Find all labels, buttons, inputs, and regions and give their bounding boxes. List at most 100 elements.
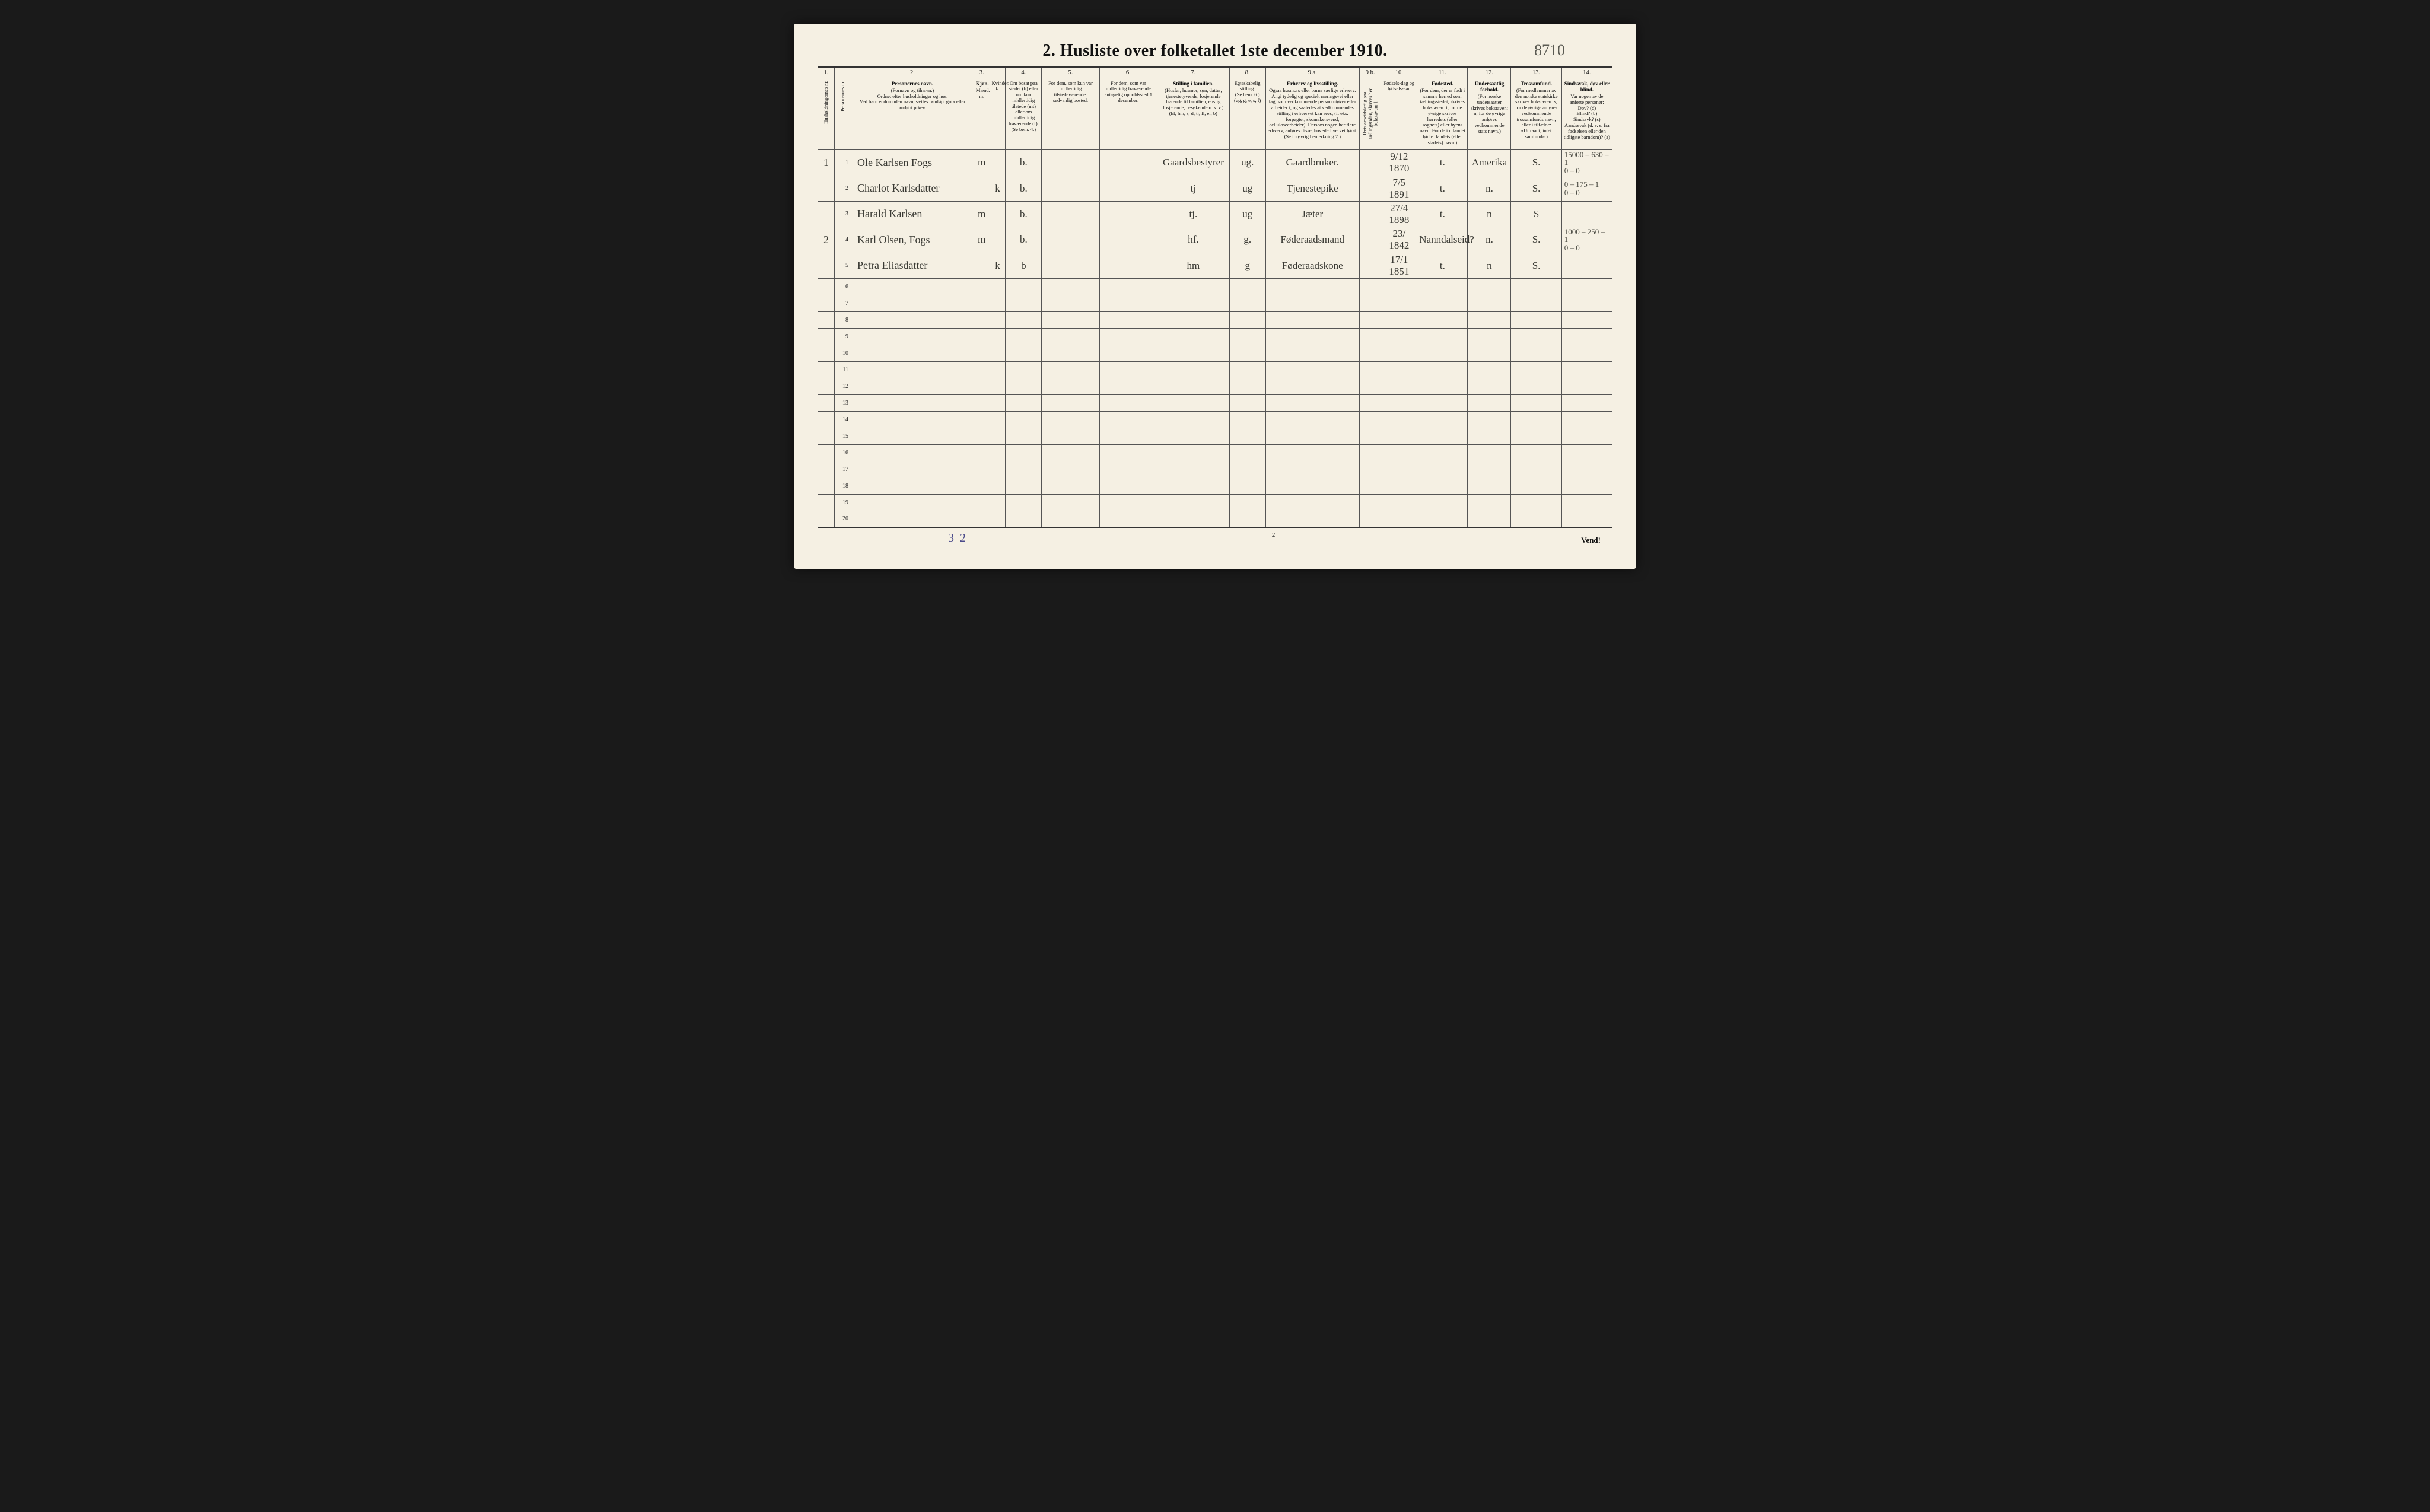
cell-bf [1006,411,1042,428]
cell-c7 [1157,361,1230,378]
cell-c12 [1468,494,1511,511]
cell-c7: Gaardsbestyrer [1157,149,1230,176]
cell-c12 [1468,478,1511,494]
cell-c14 [1561,444,1612,461]
cell-hh [818,311,835,328]
cell-hh [818,444,835,461]
cell-c5 [1042,461,1099,478]
cell-c12 [1468,511,1511,527]
cell-c14: 1000 – 250 – 1 0 – 0 [1561,227,1612,253]
cell-c12 [1468,345,1511,361]
cell-k [990,295,1006,311]
cell-c12 [1468,278,1511,295]
cell-c11: Nanndalseid? [1417,227,1468,253]
cell-name [851,411,974,428]
cell-k [990,411,1006,428]
cell-c8 [1229,428,1265,444]
cell-c6 [1099,478,1157,494]
table-row: 17 [818,461,1612,478]
cell-m [974,311,990,328]
cell-c9b [1359,394,1381,411]
cell-c5 [1042,201,1099,227]
cell-c5 [1042,149,1099,176]
cell-m [974,394,990,411]
cell-c7: hm [1157,253,1230,278]
cell-c13 [1511,511,1561,527]
cell-name [851,461,974,478]
cell-hh [818,411,835,428]
cell-m [974,295,990,311]
cell-c9a [1265,361,1359,378]
cell-c6 [1099,494,1157,511]
cell-c14 [1561,428,1612,444]
cell-hh [818,428,835,444]
cell-c8 [1229,494,1265,511]
cell-c9a [1265,478,1359,494]
cell-c13 [1511,494,1561,511]
table-row: 16 [818,444,1612,461]
col-num: 12. [1468,67,1511,78]
cell-nr: 19 [834,494,851,511]
header-cell: Erhverv og livsstilling.Ogsaa husmors el… [1265,78,1359,149]
cell-c12 [1468,428,1511,444]
cell-c14 [1561,478,1612,494]
cell-c5 [1042,278,1099,295]
footer-page-number: 2 [1272,531,1276,545]
cell-c11 [1417,378,1468,394]
cell-c11 [1417,311,1468,328]
cell-bf [1006,278,1042,295]
cell-m [974,328,990,345]
cell-c11: t. [1417,253,1468,278]
cell-c6 [1099,511,1157,527]
cell-c10 [1381,511,1417,527]
header-cell: Fødested.(For dem, der er født i samme h… [1417,78,1468,149]
cell-c11 [1417,461,1468,478]
cell-c10: 27/4 1898 [1381,201,1417,227]
cell-nr: 18 [834,478,851,494]
cell-c14 [1561,253,1612,278]
cell-c5 [1042,511,1099,527]
cell-nr: 5 [834,253,851,278]
cell-c14 [1561,494,1612,511]
col-num [990,67,1006,78]
cell-c11: t. [1417,201,1468,227]
cell-c9a [1265,311,1359,328]
cell-c10 [1381,295,1417,311]
cell-name [851,295,974,311]
cell-c9b [1359,176,1381,201]
cell-bf: b. [1006,227,1042,253]
cell-c9a [1265,461,1359,478]
table-row: 6 [818,278,1612,295]
cell-c8 [1229,328,1265,345]
cell-c12 [1468,361,1511,378]
cell-c11 [1417,328,1468,345]
cell-c7 [1157,411,1230,428]
table-head: 1.2.3.4.5.6.7.8.9 a.9 b.10.11.12.13.14. … [818,67,1612,149]
cell-m [974,444,990,461]
cell-nr: 3 [834,201,851,227]
cell-bf [1006,345,1042,361]
table-row: 8 [818,311,1612,328]
cell-c14 [1561,345,1612,361]
cell-c7 [1157,278,1230,295]
cell-c8: ug [1229,201,1265,227]
cell-name: Petra Eliasdatter [851,253,974,278]
cell-k [990,394,1006,411]
cell-nr: 10 [834,345,851,361]
cell-nr: 17 [834,461,851,478]
col-num: 4. [1006,67,1042,78]
cell-c12: n. [1468,227,1511,253]
cell-name [851,511,974,527]
cell-c5 [1042,361,1099,378]
cell-c13: S. [1511,253,1561,278]
cell-hh: 1 [818,149,835,176]
cell-c6 [1099,411,1157,428]
cell-bf: b. [1006,201,1042,227]
cell-bf [1006,295,1042,311]
cell-c9a: Gaardbruker. [1265,149,1359,176]
cell-c7 [1157,328,1230,345]
cell-name [851,345,974,361]
cell-c12 [1468,411,1511,428]
cell-c13 [1511,361,1561,378]
cell-c8: g. [1229,227,1265,253]
